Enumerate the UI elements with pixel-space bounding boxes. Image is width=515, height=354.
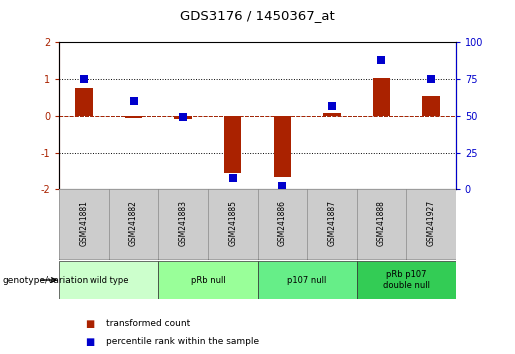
Bar <box>422 96 440 116</box>
Text: ■: ■ <box>85 319 94 329</box>
Bar <box>258 261 356 299</box>
Bar <box>75 88 93 116</box>
Text: GSM241882: GSM241882 <box>129 200 138 246</box>
Bar <box>159 189 208 260</box>
Text: GSM241888: GSM241888 <box>377 200 386 246</box>
Point <box>80 76 88 82</box>
Text: GSM241927: GSM241927 <box>426 200 436 246</box>
Point <box>278 184 286 189</box>
Text: percentile rank within the sample: percentile rank within the sample <box>106 337 259 346</box>
Bar <box>59 189 109 260</box>
Point <box>377 57 386 63</box>
Bar <box>159 261 258 299</box>
Bar <box>59 261 159 299</box>
Bar <box>373 79 390 116</box>
Point <box>328 103 336 108</box>
Bar <box>356 261 456 299</box>
Text: pRb null: pRb null <box>191 275 225 285</box>
Point <box>427 76 435 82</box>
Bar <box>175 116 192 119</box>
Text: transformed count: transformed count <box>106 319 190 329</box>
Text: genotype/variation: genotype/variation <box>3 275 89 285</box>
Bar <box>224 116 242 173</box>
Point <box>129 98 138 104</box>
Text: GDS3176 / 1450367_at: GDS3176 / 1450367_at <box>180 9 335 22</box>
Bar <box>208 189 258 260</box>
Text: GSM241881: GSM241881 <box>79 200 89 246</box>
Point <box>179 115 187 120</box>
Text: GSM241887: GSM241887 <box>328 200 336 246</box>
Text: GSM241885: GSM241885 <box>228 200 237 246</box>
Bar <box>125 116 142 118</box>
Point <box>229 175 237 181</box>
Text: GSM241883: GSM241883 <box>179 200 187 246</box>
Bar <box>307 189 356 260</box>
Bar <box>109 189 159 260</box>
Text: GSM241886: GSM241886 <box>278 200 287 246</box>
Bar <box>258 189 307 260</box>
Text: p107 null: p107 null <box>287 275 327 285</box>
Text: pRb p107
double null: pRb p107 double null <box>383 270 430 290</box>
Bar <box>273 116 291 177</box>
Bar <box>323 113 340 116</box>
Bar <box>406 189 456 260</box>
Text: ■: ■ <box>85 337 94 347</box>
Bar <box>356 189 406 260</box>
Text: wild type: wild type <box>90 275 128 285</box>
